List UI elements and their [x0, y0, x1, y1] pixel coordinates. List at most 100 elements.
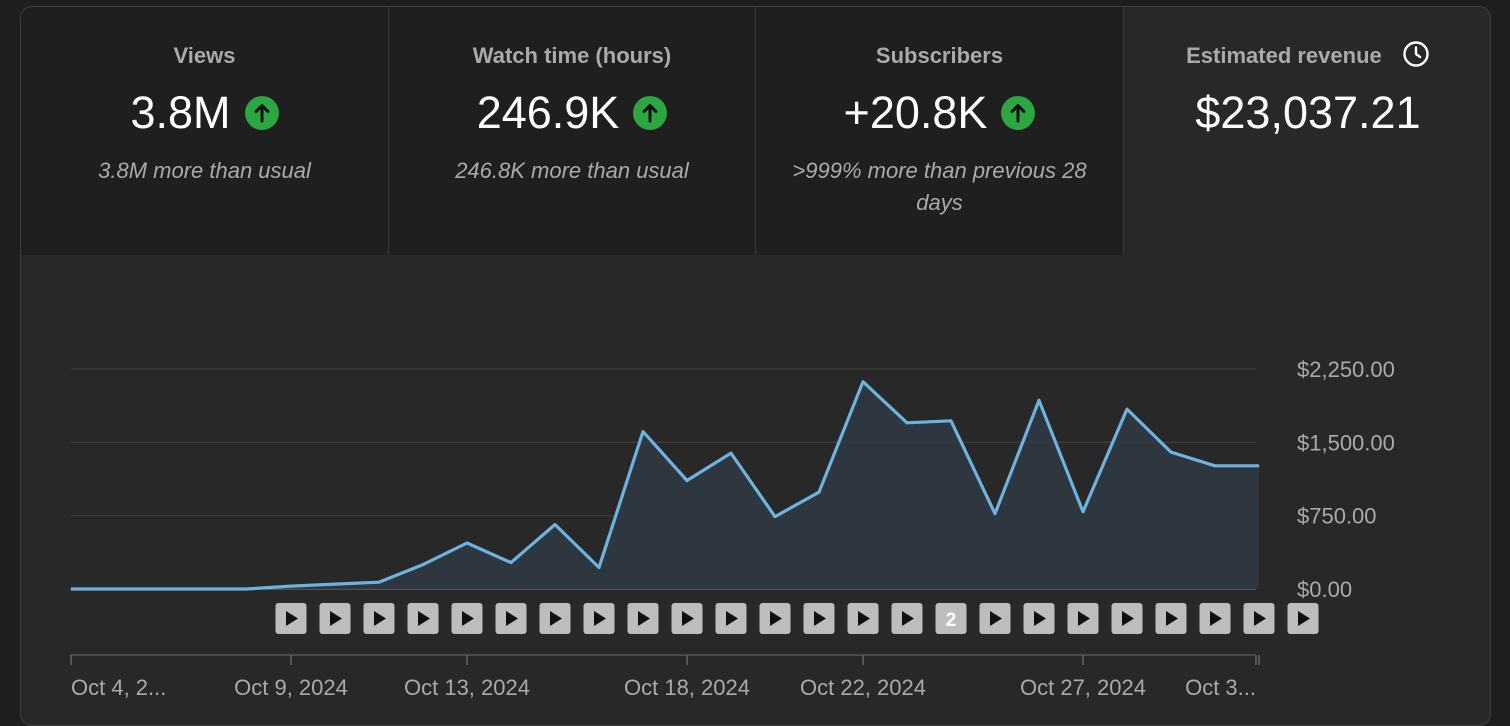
video-marker[interactable] — [1111, 603, 1143, 634]
data-point — [950, 420, 952, 422]
video-marker[interactable] — [363, 603, 395, 634]
tab-subscribers[interactable]: Subscribers +20.8K >999% more than previ… — [756, 7, 1124, 255]
play-icon — [638, 611, 650, 626]
video-marker[interactable] — [275, 603, 307, 634]
data-point — [774, 516, 776, 518]
video-marker[interactable] — [407, 603, 439, 634]
video-marker[interactable] — [539, 603, 571, 634]
play-icon — [902, 611, 914, 626]
metric-tabs: Views 3.8M 3.8M more than usual Watch ti… — [21, 7, 1490, 255]
play-icon — [418, 611, 430, 626]
metric-subtitle: 246.8K more than usual — [455, 158, 689, 183]
play-icon — [1122, 611, 1134, 626]
metric-title-row: Estimated revenue — [1124, 40, 1490, 71]
play-icon — [814, 611, 826, 626]
revenue-chart-svg: $0.00 $750.00 $1,500.00 $2,250.00 2 Oct 4, 2.… — [70, 357, 1395, 700]
video-marker[interactable] — [847, 603, 879, 634]
x-tick-label: Oct 18, 2024 — [624, 675, 750, 700]
video-marker[interactable] — [627, 603, 659, 634]
metric-value: +20.8K — [843, 87, 988, 138]
tab-watch-time[interactable]: Watch time (hours) 246.9K 246.8K more th… — [389, 7, 756, 255]
video-marker[interactable] — [451, 603, 483, 634]
video-marker-box — [935, 603, 967, 634]
data-point — [1214, 465, 1216, 467]
video-marker[interactable] — [803, 603, 835, 634]
video-marker[interactable] — [1023, 603, 1055, 634]
series-area — [71, 381, 1259, 589]
data-point — [158, 588, 160, 590]
x-tick-label: Oct 13, 2024 — [404, 675, 530, 700]
tab-views[interactable]: Views 3.8M 3.8M more than usual — [21, 7, 389, 255]
play-icon — [594, 611, 606, 626]
data-point — [334, 583, 336, 585]
metric-title: Watch time (hours) — [472, 43, 672, 68]
clock-icon[interactable] — [1402, 40, 1430, 68]
analytics-panel: Views 3.8M 3.8M more than usual Watch ti… — [20, 6, 1491, 726]
x-tick-label: Oct 9, 2024 — [234, 675, 348, 700]
video-marker[interactable] — [891, 603, 923, 634]
tab-estimated-revenue[interactable]: Estimated revenue $23,037.21 — [1124, 7, 1490, 255]
play-icon — [462, 611, 474, 626]
y-tick-label: $0.00 — [1297, 577, 1352, 602]
video-marker[interactable]: 2 — [935, 603, 967, 634]
data-point — [994, 513, 996, 515]
video-marker[interactable] — [1199, 603, 1231, 634]
x-tick-label: Oct 22, 2024 — [800, 675, 926, 700]
play-icon — [1298, 611, 1310, 626]
play-icon — [1166, 611, 1178, 626]
play-icon — [550, 611, 562, 626]
play-icon — [1078, 611, 1090, 626]
video-marker[interactable] — [1155, 603, 1187, 634]
video-marker[interactable] — [671, 603, 703, 634]
play-icon — [990, 611, 1002, 626]
play-icon — [506, 611, 518, 626]
video-marker[interactable] — [715, 603, 747, 634]
metric-value-row: 3.8M — [21, 85, 388, 141]
video-marker[interactable] — [583, 603, 615, 634]
x-tick-label: Oct 4, 2... — [71, 675, 166, 700]
video-marker[interactable] — [495, 603, 527, 634]
data-point — [1126, 408, 1128, 410]
play-icon — [858, 611, 870, 626]
play-icon — [1210, 611, 1222, 626]
video-marker[interactable] — [1243, 603, 1275, 634]
play-icon — [374, 611, 386, 626]
video-marker[interactable] — [319, 603, 351, 634]
metric-title: Subscribers — [875, 43, 1004, 68]
series-line — [71, 380, 1259, 591]
video-marker[interactable] — [1067, 603, 1099, 634]
x-tick-label: Oct 27, 2024 — [1020, 675, 1146, 700]
play-icon — [1254, 611, 1266, 626]
data-point — [466, 542, 468, 544]
arrow-up-icon — [1001, 96, 1036, 130]
play-icon — [726, 611, 738, 626]
y-tick-label: $750.00 — [1297, 504, 1377, 529]
play-icon — [286, 611, 298, 626]
revenue-chart: $0.00 $750.00 $1,500.00 $2,250.00 2 Oct 4, 2.… — [21, 255, 1490, 725]
metric-title: Estimated revenue — [1186, 43, 1382, 68]
data-point — [1082, 511, 1084, 513]
data-point — [642, 431, 644, 433]
metric-value-row: $23,037.21 — [1124, 85, 1490, 141]
data-point — [378, 581, 380, 583]
data-point — [422, 564, 424, 566]
metric-value-row: +20.8K — [756, 85, 1123, 141]
data-point — [686, 480, 688, 481]
play-icon — [770, 611, 782, 626]
data-point — [554, 524, 556, 525]
play-icon — [1034, 611, 1046, 626]
video-marker[interactable] — [759, 603, 791, 634]
video-marker[interactable] — [1287, 603, 1319, 634]
video-marker[interactable] — [979, 603, 1011, 634]
metric-value-row: 246.9K — [389, 85, 755, 141]
data-point — [1258, 465, 1260, 467]
arrow-up-icon — [244, 96, 279, 130]
data-point — [862, 381, 864, 383]
data-point — [246, 588, 248, 590]
y-tick-label: $1,500.00 — [1297, 430, 1395, 455]
metric-value: 3.8M — [130, 87, 231, 138]
metric-title: Views — [173, 43, 236, 68]
data-point — [906, 422, 908, 424]
metric-subtitle: 3.8M more than usual — [98, 158, 311, 183]
metric-value: $23,037.21 — [1195, 87, 1421, 138]
